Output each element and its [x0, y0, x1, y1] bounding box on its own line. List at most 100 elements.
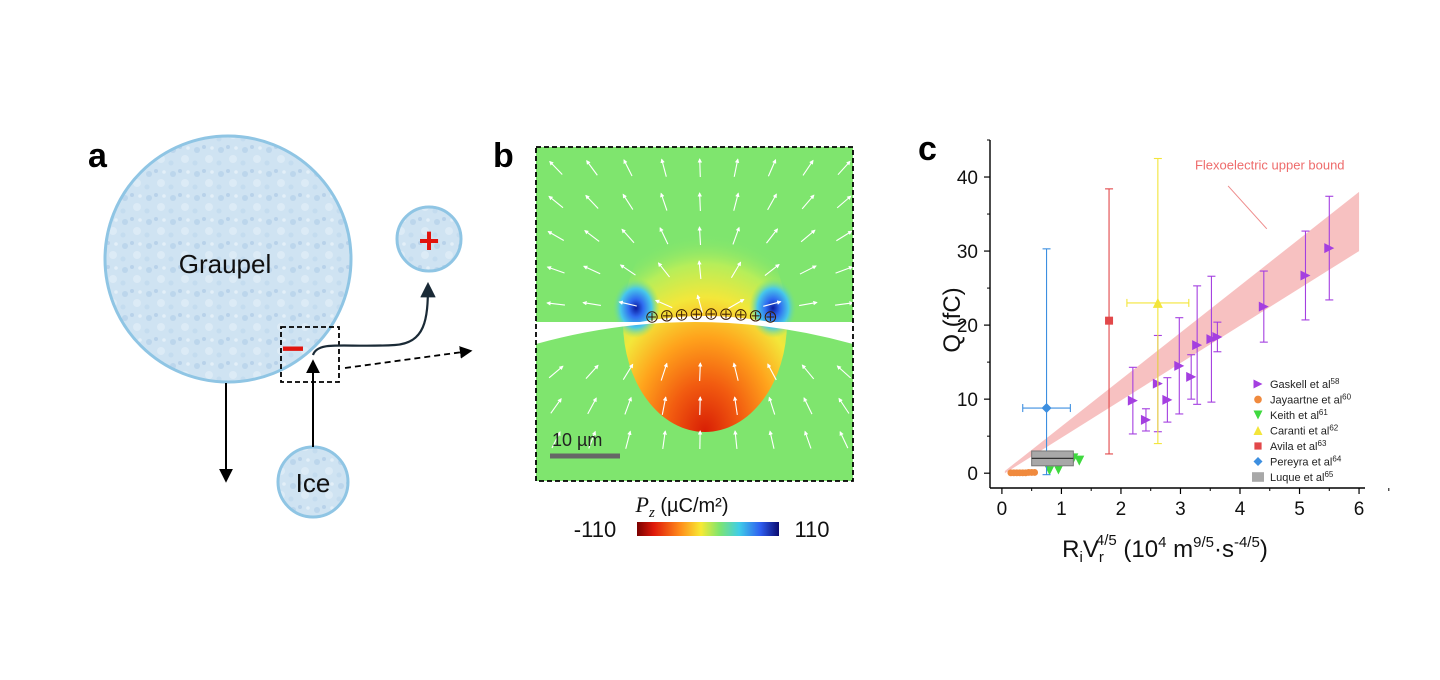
polarization-arrow [836, 195, 852, 209]
polarization-arrow [764, 263, 780, 276]
polarization-arrow [622, 363, 634, 380]
data-point [1252, 472, 1264, 482]
x-tick-label: 6 [1354, 499, 1365, 520]
legend-item: Luque et al65 [1252, 470, 1334, 484]
panel-b: b 10 µm Pz (µC/m²) -110 110 [493, 137, 854, 542]
polarization-arrow [659, 227, 669, 245]
polarization-arrow [618, 300, 637, 307]
panel-b-letter: b [493, 137, 514, 175]
data-point [1254, 442, 1262, 450]
surface-positive-charge [720, 308, 732, 320]
legend-label: Caranti et al62 [1270, 424, 1339, 438]
legend-label: Luque et al65 [1270, 470, 1334, 484]
polarization-arrow [836, 230, 853, 242]
y-tick-label: 20 [957, 316, 978, 337]
data-point [1031, 469, 1039, 476]
polarization-arrow [836, 365, 852, 379]
ice-rebound-arrow [311, 281, 436, 356]
polarization-arrow [730, 261, 742, 279]
polarization-arrow [549, 160, 563, 175]
data-point [1152, 297, 1163, 308]
polarization-arrow [619, 264, 636, 276]
polarization-arrow [550, 397, 562, 414]
data-point [1324, 243, 1335, 254]
x-tick-label: 5 [1294, 499, 1305, 520]
polarization-arrow [696, 294, 703, 313]
polarization-arrow [803, 397, 813, 415]
colorbar-min-label: -110 [574, 517, 616, 542]
polarization-arrow [547, 231, 565, 241]
polarization-vectors [546, 158, 853, 450]
polarization-arrow [584, 230, 600, 242]
data-point [1253, 410, 1263, 420]
polarization-arrow [660, 158, 667, 177]
polarization-arrow [583, 265, 601, 275]
legend-label: Gaskell et al58 [1270, 377, 1340, 391]
surface-positive-charge [690, 308, 703, 320]
negative-charge-sign: − [281, 327, 304, 371]
surface-positive-charge [764, 311, 777, 323]
polarization-arrow [697, 260, 702, 280]
surface-positive-charge [705, 308, 717, 320]
surface-positive-charge [749, 310, 762, 322]
ice-label: Ice [296, 468, 331, 498]
polarization-arrow [624, 396, 632, 415]
polarization-arrow [839, 431, 849, 449]
polarization-arrow [802, 159, 814, 176]
data-point [1254, 395, 1262, 404]
polarization-arrow [662, 430, 667, 449]
surface-positive-charge [735, 309, 747, 321]
polarization-arrow [654, 299, 673, 309]
colorbar-label: Pz (µC/m²) [634, 492, 728, 521]
annotation-leader-line [1227, 185, 1268, 230]
contact-region-box [280, 326, 340, 383]
y-tick-label: 40 [957, 168, 978, 189]
series-luque-et-al [1031, 450, 1074, 467]
legend-item: Keith et al61 [1253, 408, 1328, 422]
positive-ice-particle [395, 205, 463, 273]
polarization-arrow [588, 430, 597, 449]
legend-item: Jayaartne et al60 [1254, 393, 1352, 407]
positive-charge-row [646, 308, 777, 323]
polarization-arrow [660, 362, 668, 381]
colorbar [637, 522, 779, 536]
x-axis-label: RiVr4/5 (104 m9/5·s-4/5) [1062, 532, 1268, 566]
polarization-arrow [733, 396, 738, 415]
colorbar-max-label: 110 [794, 517, 829, 542]
legend-label: Pereyra et al64 [1270, 455, 1342, 469]
x-tick-label: 2 [1116, 499, 1127, 520]
data-point [1253, 457, 1263, 466]
x-tick-label: 1 [1056, 499, 1067, 520]
polarization-arrow [697, 158, 703, 178]
polarization-arrow [697, 192, 702, 212]
polarization-arrow [837, 160, 851, 176]
data-point [1258, 301, 1269, 312]
y-tick-label: 30 [957, 242, 978, 263]
graupel-particle [103, 134, 353, 384]
legend-item: Pereyra et al64 [1253, 455, 1342, 469]
polarization-arrow [763, 300, 782, 307]
x-tick-label: 4 [1235, 499, 1246, 520]
positive-charge-sign: + [418, 220, 439, 261]
data-point [1140, 414, 1151, 425]
y-axis-label: Q (fC) [939, 287, 966, 352]
polarization-arrow [582, 300, 601, 306]
polarization-arrow [733, 430, 738, 450]
polarization-arrow [768, 430, 775, 449]
polarization-arrow [801, 194, 815, 210]
polarization-arrow [551, 431, 561, 449]
scatter-chart: Flexoelectric upper bound 0 1 2 3 4 5 6 0 10 20 30 4… [957, 139, 1390, 520]
polarization-arrow [767, 363, 777, 381]
data-point [1300, 270, 1311, 281]
data-point [1206, 334, 1217, 345]
x-tick-label: 3 [1175, 499, 1186, 520]
legend-label: Avila et al63 [1270, 439, 1327, 453]
data-point [1127, 395, 1138, 406]
surface-positive-charge [646, 311, 658, 323]
polarization-arrow [587, 397, 597, 415]
map-frame [535, 146, 854, 482]
polarization-arrow [585, 194, 599, 209]
legend-item: Caranti et al62 [1253, 424, 1339, 438]
